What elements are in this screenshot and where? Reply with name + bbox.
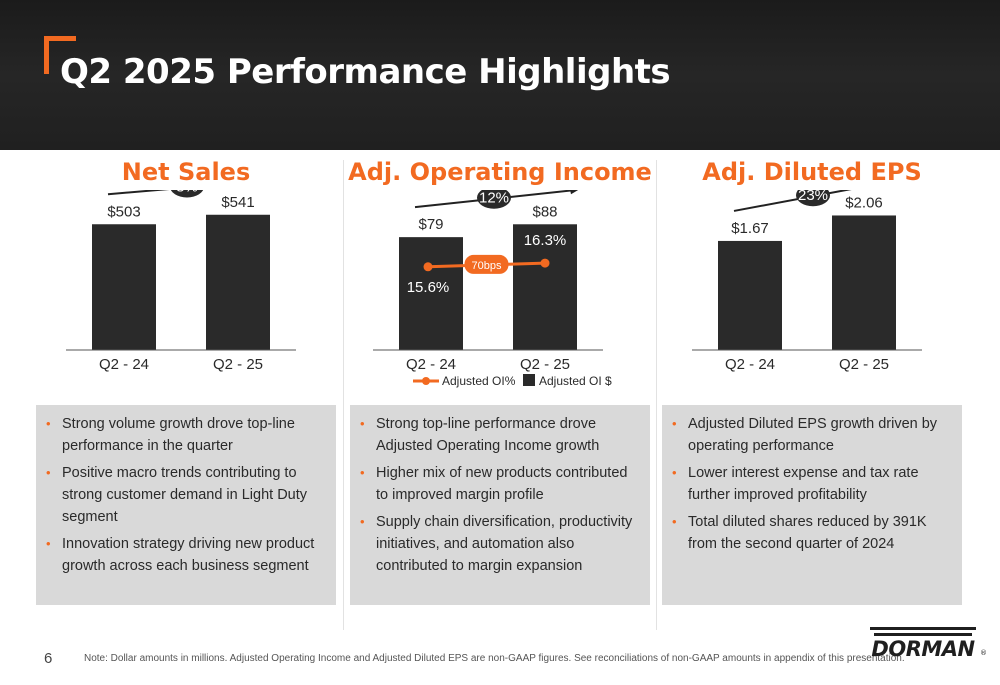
bullet-icon: • <box>46 416 51 431</box>
data-label: $1.67 <box>731 220 769 237</box>
adj-operating-income-highlights: • Strong top-line performance drove Adjus… <box>350 405 650 605</box>
oi-percent-label: 15.6% <box>407 279 450 296</box>
bullet-icon: • <box>46 536 51 551</box>
oi-percent-point <box>423 262 433 272</box>
growth-badge <box>170 190 204 198</box>
bullet-text: Lower interest expense and tax rate furt… <box>688 465 919 503</box>
column-divider <box>656 160 657 630</box>
growth-arrow-line <box>107 190 170 196</box>
dorman-logo: DORMAN ® <box>870 627 986 661</box>
list-item: • Strong top-line performance drove Adjus… <box>360 413 638 457</box>
list-item: • Total diluted shares reduced by 391K fr… <box>672 511 950 555</box>
net-sales-chart: $503 Q2 - 24 $541 Q2 - 25 8% <box>66 190 296 373</box>
bar-Q2-24 <box>399 237 463 350</box>
svg-text:®: ® <box>980 649 986 657</box>
growth-label: 12% <box>479 190 509 207</box>
bullet-text: Total diluted shares reduced by 391K fro… <box>688 514 927 552</box>
oi-percent-label: 16.3% <box>524 232 567 249</box>
bps-label: 70bps <box>472 260 502 272</box>
bullet-text: Strong top-line performance drove Adjust… <box>376 416 600 454</box>
oi-percent-point <box>540 258 550 268</box>
adj-operating-income-chart: $79 Q2 - 24 $88 Q2 - 25 12% 15.6% 16.3% 70bps Ad… <box>373 190 612 388</box>
bullet-text: Supply chain diversification, productivi… <box>376 514 633 574</box>
column-divider <box>343 160 344 630</box>
bar-Q2-25 <box>206 214 270 350</box>
net-sales-highlights: • Strong volume growth drove top-line per… <box>36 405 336 605</box>
bullet-icon: • <box>360 416 365 431</box>
slide-title: Q2 2025 Performance Highlights <box>60 52 671 92</box>
bar-Q2-25 <box>832 215 896 350</box>
x-tick-label: Q2 - 25 <box>520 356 570 373</box>
x-tick-label: Q2 - 24 <box>406 356 456 373</box>
title-bracket-accent <box>44 36 76 74</box>
legend-line-dot <box>422 377 430 385</box>
list-item: • Supply chain diversification, productiv… <box>360 511 638 577</box>
footnote: Note: Dollar amounts in millions. Adjust… <box>84 653 905 664</box>
data-label: $503 <box>107 203 140 220</box>
x-tick-label: Q2 - 25 <box>839 356 889 373</box>
page-number: 6 <box>44 650 53 667</box>
bullet-icon: • <box>672 416 677 431</box>
growth-badge <box>477 190 511 209</box>
list-item: • Positive macro trends contributing to s… <box>46 462 324 528</box>
data-label: $541 <box>221 194 254 211</box>
adj-diluted-eps-title: Adj. Diluted EPS <box>702 158 922 186</box>
list-item: • Higher mix of new products contributed … <box>360 462 638 506</box>
list-item: • Adjusted Diluted EPS growth driven by o… <box>672 413 950 457</box>
bullet-text: Innovation strategy driving new product … <box>62 536 315 574</box>
bullet-icon: • <box>360 514 365 529</box>
data-label: $88 <box>532 203 557 220</box>
bullet-icon: • <box>46 465 51 480</box>
bullet-icon: • <box>672 465 677 480</box>
bullet-text: Positive macro trends contributing to st… <box>62 465 308 525</box>
growth-label: 8% <box>176 190 198 196</box>
svg-text:DORMAN: DORMAN <box>871 637 975 661</box>
x-tick-label: Q2 - 24 <box>99 356 149 373</box>
bullet-text: Strong volume growth drove top-line perf… <box>62 416 295 454</box>
adj-operating-income-title: Adj. Operating Income <box>348 158 652 186</box>
bps-badge <box>464 254 509 274</box>
legend-label: Adjusted OI $ <box>539 374 612 388</box>
data-label: $79 <box>418 216 443 233</box>
bullet-text: Higher mix of new products contributed t… <box>376 465 628 503</box>
list-item: • Lower interest expense and tax rate fur… <box>672 462 950 506</box>
arrow-head-icon <box>570 190 579 195</box>
legend-bar-swatch <box>523 374 535 386</box>
list-item: • Innovation strategy driving new product… <box>46 533 324 577</box>
net-sales-title: Net Sales <box>121 158 251 186</box>
bullet-text: Adjusted Diluted EPS growth driven by op… <box>688 416 938 454</box>
bar-Q2-24 <box>92 224 156 350</box>
x-tick-label: Q2 - 24 <box>725 356 775 373</box>
header-banner: Q2 2025 Performance Highlights <box>0 0 1000 150</box>
adj-diluted-eps-highlights: • Adjusted Diluted EPS growth driven by o… <box>662 405 962 605</box>
list-item: • Strong volume growth drove top-line per… <box>46 413 324 457</box>
bullet-icon: • <box>672 514 677 529</box>
data-label: $2.06 <box>845 194 883 211</box>
x-tick-label: Q2 - 25 <box>213 356 263 373</box>
bar-Q2-25 <box>513 224 577 350</box>
legend-label: Adjusted OI% <box>442 374 516 388</box>
adj-diluted-eps-chart: $1.67 Q2 - 24 $2.06 Q2 - 25 23% <box>692 190 922 373</box>
growth-badge <box>796 190 830 207</box>
bar-Q2-24 <box>718 240 782 350</box>
bullet-icon: • <box>360 465 365 480</box>
growth-label: 23% <box>798 190 828 204</box>
